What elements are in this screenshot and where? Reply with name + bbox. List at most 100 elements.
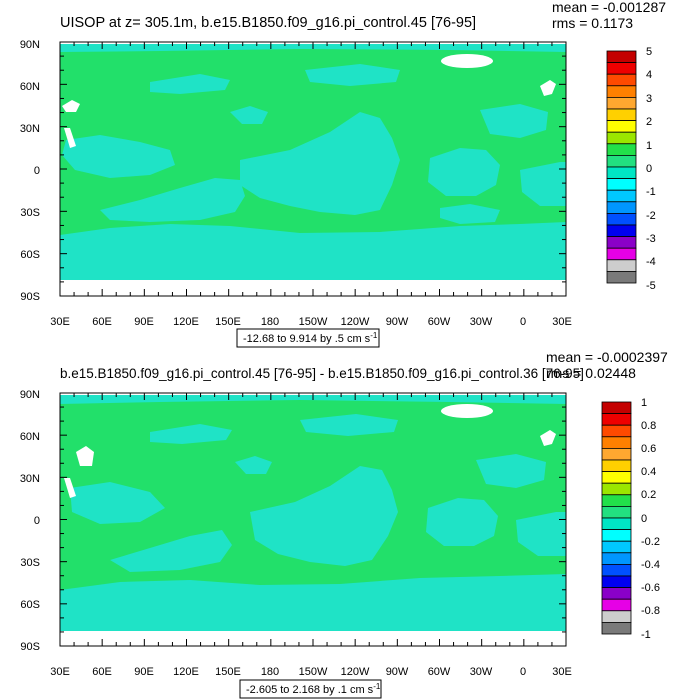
panel-2-range-note: -2.605 to 2.168 by .1 cm s-1 [239,679,382,699]
colorbar-label: -1 [646,186,656,198]
panel-2-colorbar-labels: 1 0.8 0.6 0.4 0.2 0 -0.2 -0.4 -0.6 -0.8 … [641,397,660,641]
colorbar-box [606,73,637,87]
colorbar-box [601,494,632,507]
panel-1-range-note: -12.68 to 9.914 by .5 cm s-1 [236,328,380,348]
lon-label: 60E [92,666,112,678]
colorbar-box [601,459,632,473]
lon-label: 90E [134,316,154,328]
lon-label: 90W [386,316,409,328]
lon-label: 150E [215,316,241,328]
panel-2-map [59,392,567,647]
lon-label: 0 [520,666,526,678]
colorbar-box [601,610,632,623]
colorbar-box [601,436,632,449]
colorbar-box [606,85,637,98]
colorbar-box [606,120,637,133]
colorbar-label: -3 [646,233,656,245]
colorbar-box [606,143,637,156]
colorbar-label: 0 [641,513,647,525]
lon-label: 120W [341,316,370,328]
panel-2-lon-ticks [59,393,567,646]
lon-label: 180 [261,666,279,678]
colorbar-label: 2 [646,116,652,128]
lat-label: 0 [34,515,40,527]
panel-1-title: UISOP at z= 305.1m, b.e15.B1850.f09_g16.… [60,15,476,31]
colorbar-label: -2 [646,210,656,222]
panel-2-mean: mean = -0.0002397 [546,349,668,365]
lon-label: 60W [428,316,451,328]
panel-2-lon-labels: 30E 60E 90E 120E 150E 180 150W 120W 90W … [50,666,572,678]
lon-label: 120E [173,316,199,328]
colorbar-label: 3 [646,93,652,105]
lon-label: 120W [341,666,370,678]
lon-label: 30W [470,316,493,328]
lat-label: 60N [20,81,40,93]
colorbar-label: -1 [641,629,651,641]
colorbar-box [606,259,637,272]
colorbar-label: -4 [646,256,656,268]
colorbar-box [606,270,637,284]
panel-1-lon-labels: 30E 60E 90E 120E 150E 180 150W 120W 90W … [50,316,572,328]
colorbar-label: 1 [646,140,652,152]
lat-label: 90S [20,641,40,653]
lon-label: 120E [173,666,199,678]
panel-2-range-exponent: -1 [373,682,381,691]
colorbar-box [601,413,632,426]
panel-1-colorbar-labels: 5 4 3 2 1 0 -1 -2 -3 -4 -5 [646,46,656,292]
colorbar-label: -0.2 [641,536,660,548]
panel-2-field [60,395,566,646]
lon-label: 180 [261,316,279,328]
lon-label: 0 [520,316,526,328]
lat-label: 60S [20,599,40,611]
colorbar-box [601,505,632,519]
lon-label: 30E [50,666,70,678]
panel-1-rms: rms = 0.1173 [552,15,633,31]
colorbar-box [601,529,632,542]
colorbar-box [606,50,637,64]
lat-label: 30N [20,123,40,135]
colorbar-box [601,622,632,635]
colorbar-label: 0.4 [641,466,656,478]
colorbar-label: -5 [646,280,656,292]
lon-label: 150W [299,316,328,328]
lat-label: 90S [20,291,40,303]
colorbar-box [606,224,637,238]
colorbar-box [606,108,637,122]
colorbar-label: 0.6 [641,443,656,455]
colorbar-box [601,471,632,484]
colorbar-box [606,131,637,145]
panel-2-colorbar [601,401,632,635]
colorbar-label: 5 [646,46,652,58]
panel-1-range-exponent: -1 [370,331,378,340]
svg-text:-12.68 to 9.914 by .5 cm s-1: -12.68 to 9.914 by .5 cm s-1 [243,331,378,345]
colorbar-box [601,482,632,496]
lon-label: 30E [50,316,70,328]
lat-label: 60S [20,249,40,261]
colorbar-box [606,236,637,249]
panel-2-range-text: -2.605 to 2.168 by .1 cm s [246,684,374,696]
colorbar-box [601,540,632,554]
colorbar-box [606,212,637,226]
lat-label: 30S [20,207,40,219]
lon-label: 30E [552,666,572,678]
lon-label: 60E [92,316,112,328]
lon-label: 90W [386,666,409,678]
panel-1-range-text: -12.68 to 9.914 by .5 cm s [243,333,371,345]
colorbar-box [601,587,632,600]
panel-2-rms: rms = 0.02448 [546,365,636,381]
colorbar-box [606,189,637,203]
panel-1-lon-ticks [59,42,567,296]
panel-2-title: b.e15.B1850.f09_g16.pi_control.45 [76-95… [60,366,584,381]
lat-label: 90N [20,39,40,51]
colorbar-box [601,401,632,415]
lat-label: 30S [20,557,40,569]
colorbar-box [606,97,637,110]
colorbar-label: 0.2 [641,489,656,501]
panel-1-lat-ticks [60,41,566,297]
panel-2-lat-ticks [60,392,566,647]
colorbar-label: -0.4 [641,559,660,571]
colorbar-label: 0.8 [641,420,656,432]
lon-label: 30W [470,666,493,678]
svg-text:-2.605 to 2.168 by .1 cm s-1: -2.605 to 2.168 by .1 cm s-1 [246,682,381,696]
